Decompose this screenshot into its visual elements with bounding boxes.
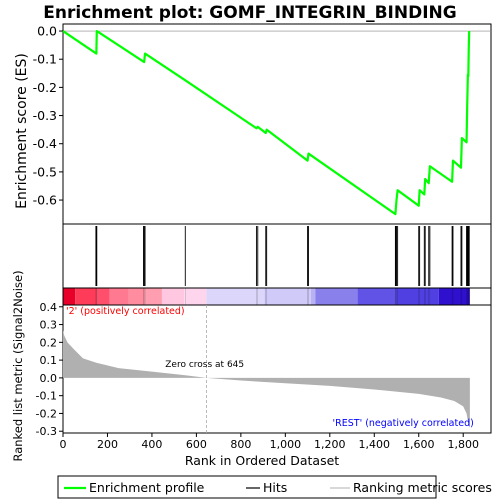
- legend-label: Hits: [263, 480, 287, 495]
- es-y-tick-label: -0.3: [33, 108, 57, 123]
- x-tick-label: 800: [230, 438, 251, 451]
- x-axis-label: Rank in Ordered Dataset: [185, 453, 339, 468]
- x-tick-label: 1,600: [403, 438, 435, 451]
- ranked-y-tick-label: 0.2: [40, 336, 58, 349]
- x-axis: 0 200 400 600 800 1,000 1,200 1,400 1,600 1,800: [60, 433, 479, 451]
- negative-correlation-label: 'REST' (negatively correlated): [333, 418, 474, 429]
- rank-heat-segment: [184, 288, 207, 305]
- ranked-y-tick-label: 0.0: [40, 372, 58, 385]
- ranked-y-axis-label: Ranked list metric (Signal2Noise): [11, 270, 25, 461]
- rank-heat-segment: [438, 288, 470, 305]
- rank-heat-segment: [357, 288, 397, 305]
- es-y-tick-label: -0.4: [33, 136, 57, 151]
- x-tick-label: 1,400: [359, 438, 391, 451]
- es-panel: 0.0 -0.1 -0.2 -0.3 -0.4 -0.5 -0.6: [33, 23, 492, 225]
- rank-heat-segment: [109, 288, 129, 305]
- ranked-metric-panel: 0.4 0.3 0.2 0.1 0.0 -0.1 -0.2 -0.3 Zero cross at…: [36, 301, 492, 438]
- rank-heat-segment: [144, 288, 162, 305]
- es-y-tick-label: -0.1: [33, 52, 57, 67]
- x-tick-label: 0: [60, 438, 67, 451]
- ranked-plot-frame: [62, 304, 492, 434]
- x-tick-label: 1,800: [447, 438, 479, 451]
- hits-frame: [62, 223, 492, 289]
- x-tick-label: 200: [97, 438, 118, 451]
- es-y-tick-label: -0.6: [33, 193, 57, 208]
- x-tick-label: 1,000: [270, 438, 302, 451]
- legend-frame: [57, 475, 437, 499]
- ranked-y-tick-label: -0.3: [36, 425, 57, 438]
- x-tick-label: 400: [141, 438, 162, 451]
- positive-correlation-label: '2' (positively correlated): [66, 306, 185, 317]
- x-tick-label: 1,200: [314, 438, 346, 451]
- es-y-tick-label: -0.2: [33, 80, 57, 95]
- es-y-tick-label: 0.0: [37, 24, 57, 39]
- legend: Enrichment profile Hits Ranking metric sco…: [57, 475, 492, 499]
- rank-heat-segment: [161, 288, 185, 305]
- x-tick-label: 600: [186, 438, 207, 451]
- ranked-y-tick-label: -0.2: [36, 407, 57, 420]
- rank-heat-segment: [315, 288, 358, 305]
- enrichment-profile-line: [62, 29, 471, 216]
- ranked-y-tick-label: -0.1: [36, 390, 57, 403]
- rank-heat-segment: [75, 288, 97, 305]
- hits-panel: [62, 223, 492, 306]
- rank-heat-segment: [310, 288, 316, 305]
- legend-label: Ranking metric scores: [353, 480, 492, 495]
- rank-heat-segment: [396, 288, 439, 305]
- rank-heat-segment: [264, 288, 311, 305]
- es-y-axis-label: Enrichment score (ES): [14, 53, 30, 209]
- zero-cross-label: Zero cross at 645: [165, 360, 244, 370]
- ranked-y-tick-label: 0.3: [40, 319, 58, 332]
- chart-title: Enrichment plot: GOMF_INTEGRIN_BINDING: [43, 3, 456, 23]
- es-y-tick-label: -0.5: [33, 164, 57, 179]
- ranked-y-tick-label: 0.4: [40, 301, 58, 314]
- rank-heat-segment: [128, 288, 145, 305]
- rank-heat-segment: [63, 288, 76, 305]
- legend-label: Enrichment profile: [89, 480, 205, 495]
- ranking-metric-area: [63, 329, 470, 428]
- rank-heat-segment: [96, 288, 110, 305]
- es-plot-frame: [62, 23, 492, 225]
- ranked-y-tick-label: 0.1: [40, 354, 58, 367]
- rank-heat-segment: [206, 288, 265, 305]
